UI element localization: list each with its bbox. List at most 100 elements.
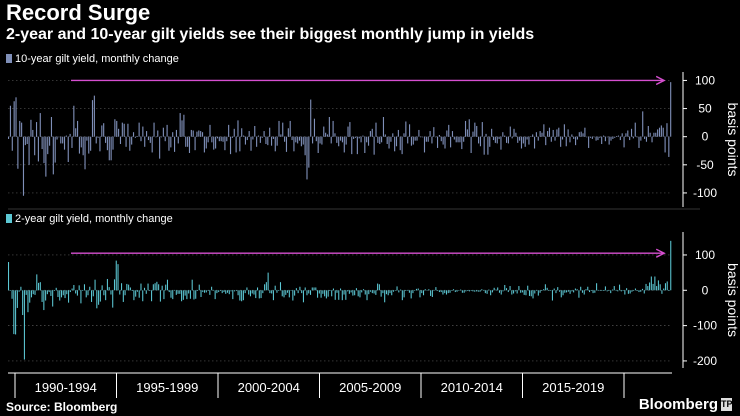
bar-2y [375, 290, 377, 295]
bar-2y [394, 290, 396, 291]
bar-10y [138, 122, 140, 137]
bar-2y [228, 290, 230, 295]
bar-10y [513, 128, 515, 137]
bar-2y [9, 290, 11, 291]
bar-2y [131, 290, 133, 291]
bar-2y [267, 272, 269, 291]
bar-2y [158, 284, 160, 291]
bar-2y [597, 289, 599, 291]
bar-2y [491, 290, 493, 293]
bar-2y [423, 290, 425, 296]
bar-10y [382, 117, 385, 137]
bar-10y [636, 136, 638, 138]
bar-10y [63, 136, 66, 150]
bar-2y [385, 290, 387, 295]
bar-2y [355, 288, 357, 291]
bar-2y [449, 290, 451, 293]
bar-2y [52, 290, 54, 307]
bar-2y [302, 290, 304, 303]
legend-swatch-10y [6, 54, 12, 63]
bar-10y [492, 136, 495, 141]
bar-2y [668, 290, 670, 291]
bar-10y [11, 136, 13, 151]
bar-10y [77, 120, 79, 137]
bar-2y [468, 290, 470, 292]
bar-2y [253, 290, 255, 295]
bar-2y [232, 290, 234, 300]
bar-2y [115, 260, 117, 291]
bar-2y [216, 290, 218, 294]
legend-label-2y: 2-year gilt yield, monthly change [15, 213, 173, 225]
bar-2y [99, 290, 101, 302]
bar-2y [92, 290, 94, 297]
bar-2y [585, 289, 587, 291]
bar-10y [285, 136, 288, 152]
bar-10y [623, 136, 625, 148]
bar-10y [82, 136, 84, 156]
bar-2y [246, 287, 248, 291]
bar-2y [611, 289, 614, 291]
bar-2y [497, 287, 499, 291]
bar-10y [360, 136, 362, 143]
bar-10y [506, 136, 508, 143]
bar-10y [634, 122, 636, 137]
bar-2y [191, 279, 193, 291]
y-tick-label-2y: 0 [702, 283, 709, 297]
bar-10y [226, 136, 228, 142]
bar-2y [664, 283, 666, 291]
bar-2y [59, 290, 61, 301]
bar-10y [375, 122, 377, 137]
bar-2y [437, 290, 439, 291]
bar-2y [456, 290, 458, 292]
bar-10y [662, 127, 664, 137]
bar-2y [96, 290, 98, 309]
bar-2y [419, 290, 421, 298]
bar-10y [49, 136, 51, 146]
bar-2y [348, 290, 350, 294]
y-tick-label-2y: -100 [693, 319, 717, 333]
bar-10y [60, 136, 62, 144]
bar-10y [373, 136, 375, 155]
bar-2y [498, 290, 500, 293]
bar-2y [242, 290, 244, 301]
bar-10y [395, 136, 398, 147]
bar-2y [347, 290, 349, 292]
bar-2y [613, 286, 615, 291]
bar-2y [16, 290, 18, 308]
bar-10y [334, 133, 336, 137]
bar-2y [405, 290, 407, 291]
bar-2y [322, 290, 324, 294]
bar-2y [36, 274, 38, 291]
bar-10y [19, 120, 21, 137]
bar-10y [248, 131, 250, 137]
bar-10y [451, 131, 454, 137]
bar-2y [313, 287, 315, 291]
bar-2y [514, 290, 516, 292]
bar-10y [213, 136, 215, 150]
x-tick-label: 2000-2004 [238, 380, 300, 395]
bar-10y [403, 133, 405, 137]
bar-10y [235, 136, 237, 153]
bar-10y [356, 136, 358, 155]
bar-10y [159, 136, 161, 159]
bar-2y [195, 290, 197, 299]
bar-10y [207, 136, 209, 143]
bar-2y [527, 285, 529, 291]
bar-2y [364, 290, 366, 295]
bar-2y [493, 287, 495, 291]
bar-2y [161, 285, 163, 291]
bar-2y [445, 290, 448, 295]
bar-2y [336, 290, 338, 293]
bar-10y [254, 126, 256, 137]
bar-2y [396, 286, 398, 291]
bar-10y [548, 127, 551, 137]
bar-10y [123, 123, 125, 137]
bar-2y [523, 290, 525, 295]
bar-10y [341, 136, 343, 143]
bar-2y [629, 290, 631, 294]
bar-10y [405, 121, 407, 137]
bar-2y [516, 290, 518, 294]
bar-2y [202, 290, 204, 293]
bar-2y [209, 290, 211, 295]
bar-2y [159, 290, 161, 302]
